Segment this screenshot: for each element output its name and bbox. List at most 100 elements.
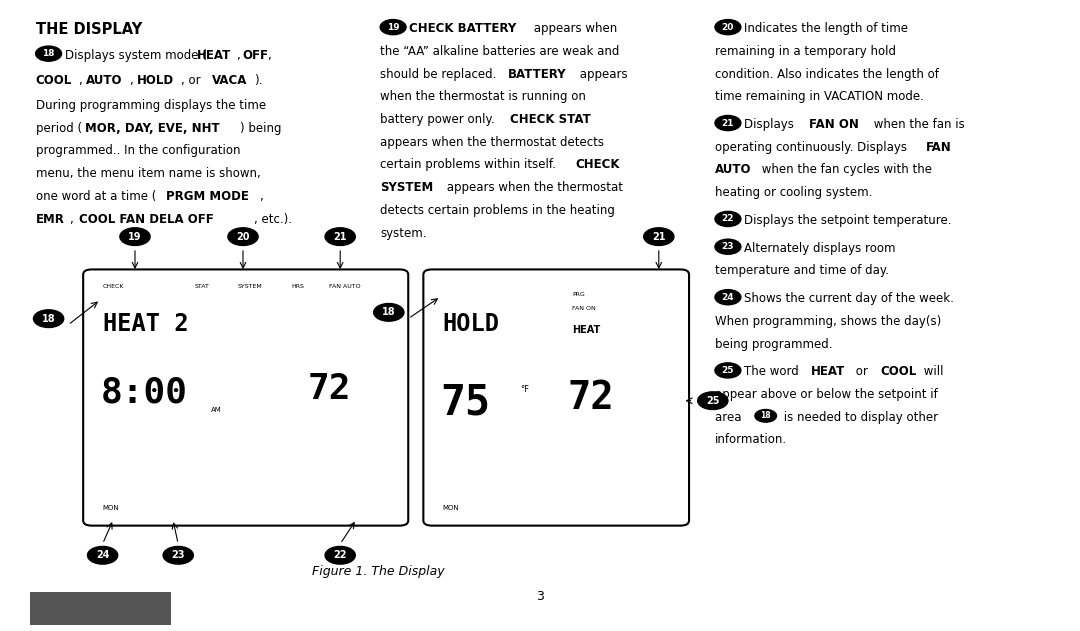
Text: one word at a time (: one word at a time ( — [36, 190, 156, 203]
Text: 21: 21 — [721, 119, 734, 127]
Circle shape — [715, 115, 741, 131]
Text: when the fan cycles with the: when the fan cycles with the — [758, 163, 932, 177]
Text: ,: , — [259, 190, 262, 203]
Text: will: will — [920, 365, 944, 379]
Text: Displays the setpoint temperature.: Displays the setpoint temperature. — [744, 214, 951, 227]
Text: , or: , or — [181, 74, 205, 87]
Text: battery power only.: battery power only. — [380, 113, 499, 126]
Text: Displays: Displays — [744, 118, 798, 131]
Circle shape — [380, 20, 406, 35]
Text: 18: 18 — [760, 411, 771, 420]
Text: Shows the current day of the week.: Shows the current day of the week. — [744, 292, 954, 305]
Circle shape — [228, 228, 258, 245]
Text: 18: 18 — [382, 307, 395, 317]
Text: Displays system mode (: Displays system mode ( — [65, 49, 206, 62]
Text: ,: , — [237, 49, 244, 62]
Circle shape — [374, 304, 404, 321]
FancyBboxPatch shape — [423, 269, 689, 526]
Text: When programming, shows the day(s): When programming, shows the day(s) — [715, 315, 941, 328]
Text: being programmed.: being programmed. — [715, 338, 833, 351]
Text: THE DISPLAY: THE DISPLAY — [36, 22, 141, 37]
Text: The word: The word — [744, 365, 802, 379]
Text: 18: 18 — [42, 314, 55, 324]
Text: ,: , — [267, 49, 270, 62]
Text: BATTERY: BATTERY — [508, 68, 566, 81]
Text: menu, the menu item name is shown,: menu, the menu item name is shown, — [36, 167, 260, 180]
Circle shape — [87, 546, 118, 564]
Text: CHECK: CHECK — [576, 158, 620, 172]
Text: 3: 3 — [536, 590, 544, 603]
Text: programmed.. In the configuration: programmed.. In the configuration — [36, 144, 240, 158]
Text: 22: 22 — [334, 550, 347, 560]
Text: ,: , — [130, 74, 137, 87]
Text: FAN ON: FAN ON — [809, 118, 859, 131]
Text: 24: 24 — [721, 293, 734, 302]
Circle shape — [715, 239, 741, 254]
Text: 19: 19 — [387, 23, 400, 32]
Circle shape — [325, 228, 355, 245]
Text: , etc.).: , etc.). — [254, 213, 292, 226]
Circle shape — [715, 211, 741, 227]
Text: the “AA” alkaline batteries are weak and: the “AA” alkaline batteries are weak and — [380, 45, 620, 58]
Text: OFF: OFF — [242, 49, 268, 62]
Text: Figure 1. The Display: Figure 1. The Display — [312, 565, 444, 577]
Text: CHECK: CHECK — [103, 284, 124, 289]
Text: area: area — [715, 411, 745, 424]
Text: 19: 19 — [129, 232, 141, 242]
Text: MON: MON — [103, 505, 119, 511]
Circle shape — [715, 363, 741, 378]
Circle shape — [36, 46, 62, 61]
Text: HEAT: HEAT — [197, 49, 231, 62]
Text: ) being: ) being — [240, 122, 281, 135]
Text: AUTO: AUTO — [86, 74, 123, 87]
Text: ,: , — [79, 74, 86, 87]
Text: ,: , — [70, 213, 78, 226]
Text: 72: 72 — [567, 379, 613, 416]
Text: 21: 21 — [334, 232, 347, 242]
Text: appears: appears — [576, 68, 627, 81]
Text: period (: period ( — [36, 122, 82, 135]
Text: should be replaced.: should be replaced. — [380, 68, 500, 81]
Circle shape — [33, 310, 64, 327]
Text: 25: 25 — [721, 366, 734, 375]
Text: AUTO: AUTO — [715, 163, 752, 177]
Text: SYSTEM: SYSTEM — [238, 284, 262, 289]
Text: appears when: appears when — [530, 22, 618, 35]
Text: °F: °F — [521, 385, 529, 394]
Text: FAN ON: FAN ON — [572, 306, 596, 311]
Text: During programming displays the time: During programming displays the time — [36, 99, 266, 112]
Text: PRG: PRG — [572, 292, 585, 297]
Text: CHECK STAT: CHECK STAT — [510, 113, 591, 126]
Text: 20: 20 — [237, 232, 249, 242]
Text: condition. Also indicates the length of: condition. Also indicates the length of — [715, 68, 939, 81]
Text: 24: 24 — [96, 550, 109, 560]
Text: 22: 22 — [721, 215, 734, 223]
Text: PRGM MODE: PRGM MODE — [166, 190, 249, 203]
Text: ).: ). — [254, 74, 262, 87]
Text: MON: MON — [443, 505, 459, 511]
Text: HRS: HRS — [292, 284, 305, 289]
Text: when the fan is: when the fan is — [870, 118, 966, 131]
Circle shape — [715, 290, 741, 305]
Text: 8:00: 8:00 — [100, 375, 188, 410]
Text: CHECK BATTERY: CHECK BATTERY — [409, 22, 516, 35]
Text: detects certain problems in the heating: detects certain problems in the heating — [380, 204, 615, 217]
Text: appear above or below the setpoint if: appear above or below the setpoint if — [715, 388, 937, 401]
Text: EMR: EMR — [36, 213, 65, 226]
Text: MOR, DAY, EVE, NHT: MOR, DAY, EVE, NHT — [85, 122, 220, 135]
Text: SYSTEM: SYSTEM — [380, 181, 433, 194]
Circle shape — [120, 228, 150, 245]
Circle shape — [644, 228, 674, 245]
Text: COOL: COOL — [880, 365, 917, 379]
Circle shape — [715, 20, 741, 35]
Text: is needed to display other: is needed to display other — [780, 411, 937, 424]
Text: appears when the thermostat: appears when the thermostat — [443, 181, 623, 194]
Text: information.: information. — [715, 433, 787, 447]
Text: AM: AM — [211, 407, 221, 413]
FancyBboxPatch shape — [83, 269, 408, 526]
Text: 25: 25 — [706, 396, 719, 406]
Text: VACA: VACA — [212, 74, 247, 87]
Text: Alternately displays room: Alternately displays room — [744, 242, 895, 255]
Text: or: or — [852, 365, 872, 379]
Text: 21: 21 — [652, 232, 665, 242]
